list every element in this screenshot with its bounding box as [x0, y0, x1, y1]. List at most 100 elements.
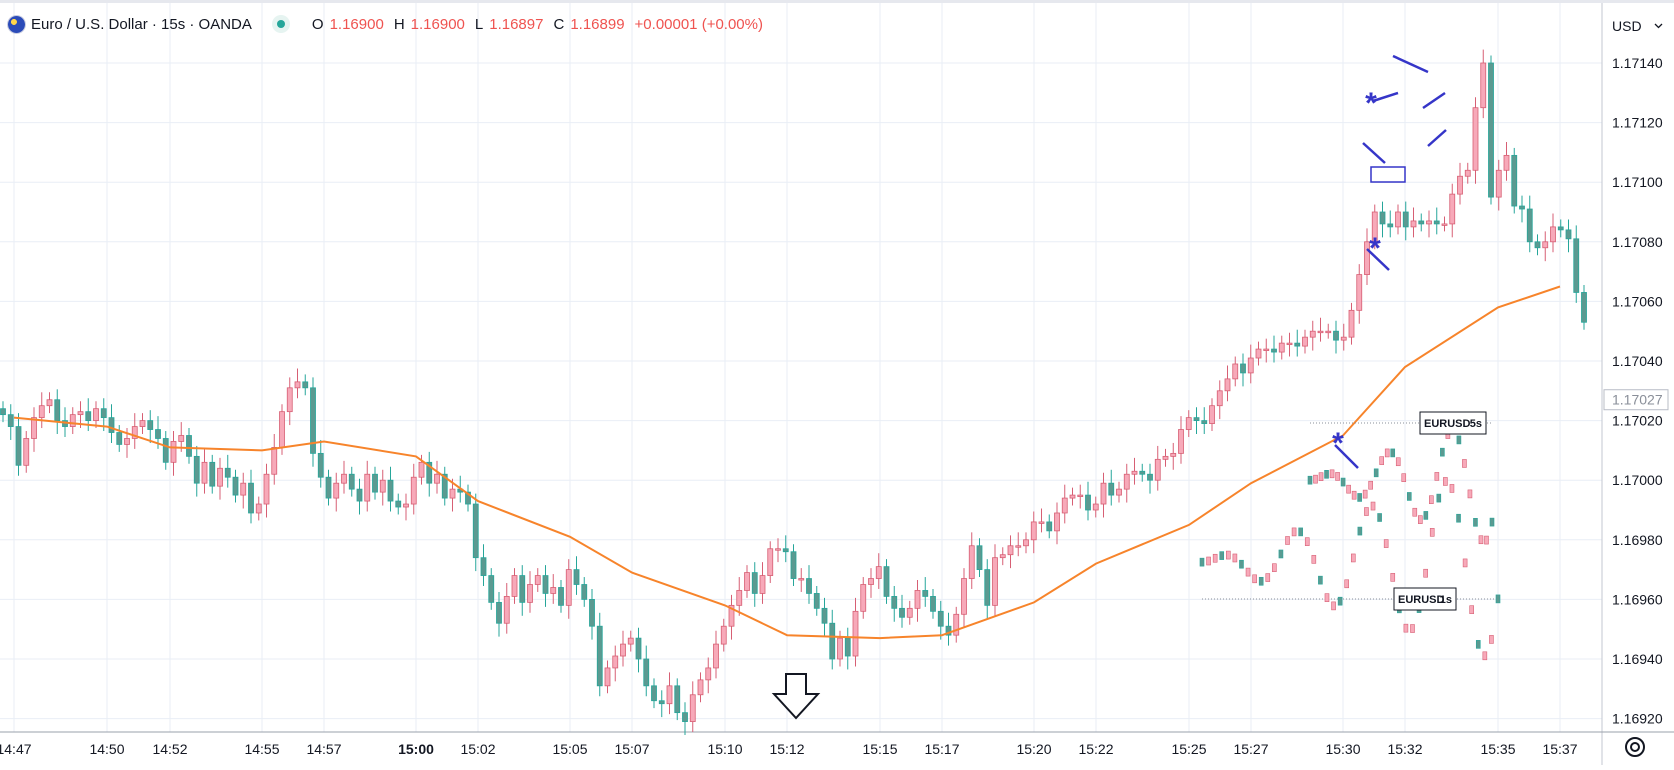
candle-up[interactable]: [1077, 494, 1084, 498]
candle-up[interactable]: [240, 482, 247, 496]
candle-up[interactable]: [1224, 378, 1231, 392]
candle-up[interactable]: [837, 637, 843, 660]
candle-down[interactable]: [674, 685, 681, 714]
candle-up[interactable]: [1395, 211, 1401, 228]
candle-up[interactable]: [860, 584, 867, 612]
candle-down[interactable]: [108, 417, 115, 433]
candle-down[interactable]: [751, 572, 758, 594]
candle-down[interactable]: [1085, 494, 1091, 511]
star-annotation[interactable]: *: [1365, 87, 1377, 120]
candle-up[interactable]: [1154, 458, 1161, 481]
trendline-annotation[interactable]: [1372, 91, 1399, 103]
candle-down[interactable]: [1573, 238, 1580, 293]
candle-down[interactable]: [573, 569, 580, 585]
candle-down[interactable]: [945, 625, 952, 636]
candle-down[interactable]: [596, 625, 603, 687]
candle-up[interactable]: [612, 655, 619, 669]
candle-down[interactable]: [1147, 473, 1153, 481]
candle-down[interactable]: [883, 566, 890, 597]
candle-down[interactable]: [1379, 211, 1386, 225]
currency-selector[interactable]: USD: [1612, 14, 1668, 38]
candle-down[interactable]: [922, 590, 929, 597]
candle-down[interactable]: [1387, 223, 1394, 228]
candle-up[interactable]: [1441, 223, 1448, 226]
candle-up[interactable]: [1116, 488, 1122, 496]
candle-down[interactable]: [1108, 482, 1115, 496]
candle-down[interactable]: [844, 637, 851, 657]
candle-up[interactable]: [1100, 482, 1107, 505]
candle-down[interactable]: [348, 473, 355, 490]
candle-down[interactable]: [1519, 205, 1525, 210]
candle-down[interactable]: [317, 452, 324, 478]
candle-up[interactable]: [697, 679, 704, 696]
candle-up[interactable]: [775, 548, 781, 551]
candle-up[interactable]: [93, 408, 99, 421]
candle-up[interactable]: [1464, 169, 1471, 177]
candle-up[interactable]: [201, 461, 208, 484]
candle-down[interactable]: [1433, 220, 1440, 225]
candle-down[interactable]: [302, 381, 309, 389]
candle-down[interactable]: [472, 503, 479, 559]
candle-down[interactable]: [1488, 62, 1494, 198]
candle-up[interactable]: [1317, 330, 1324, 334]
candle-up[interactable]: [69, 414, 76, 427]
rectangle-annotation[interactable]: [1370, 166, 1406, 183]
candle-up[interactable]: [759, 575, 766, 594]
candle-up[interactable]: [1054, 512, 1060, 532]
candle-down[interactable]: [232, 476, 239, 496]
candle-up[interactable]: [1209, 405, 1215, 424]
candle-up[interactable]: [38, 405, 45, 419]
candle-up[interactable]: [565, 569, 572, 606]
candle-down[interactable]: [7, 414, 14, 427]
candle-up[interactable]: [767, 548, 774, 576]
candle-up[interactable]: [1356, 274, 1363, 311]
candle-down[interactable]: [147, 420, 154, 430]
candle-up[interactable]: [1178, 429, 1184, 454]
up-arrow-icon[interactable]: [771, 673, 821, 720]
candle-up[interactable]: [1247, 357, 1254, 374]
candle-up[interactable]: [604, 667, 611, 687]
candle-down[interactable]: [480, 557, 487, 576]
candle-down[interactable]: [782, 548, 789, 553]
candle-up[interactable]: [333, 482, 340, 499]
candle-down[interactable]: [891, 596, 898, 609]
candle-down[interactable]: [193, 455, 200, 484]
trendline-annotation[interactable]: [1334, 444, 1359, 469]
candle-up[interactable]: [1449, 193, 1456, 225]
candle-up[interactable]: [992, 557, 998, 606]
candle-up[interactable]: [1472, 107, 1479, 171]
candle-down[interactable]: [1418, 220, 1425, 225]
candle-down[interactable]: [224, 467, 231, 478]
candle-up[interactable]: [1503, 154, 1510, 171]
candle-up[interactable]: [1480, 62, 1487, 109]
candle-down[interactable]: [1581, 292, 1587, 323]
candle-up[interactable]: [434, 473, 440, 484]
candle-down[interactable]: [162, 438, 169, 463]
candle-up[interactable]: [736, 590, 743, 606]
candle-down[interactable]: [558, 587, 564, 606]
candle-up[interactable]: [720, 625, 727, 645]
candle-down[interactable]: [1201, 420, 1208, 424]
candle-up[interactable]: [1278, 342, 1285, 353]
candle-down[interactable]: [1557, 226, 1564, 231]
candle-up[interactable]: [620, 643, 626, 657]
candle-up[interactable]: [341, 473, 347, 484]
candle-up[interactable]: [1038, 521, 1045, 524]
candle-up[interactable]: [1232, 363, 1239, 380]
candle-down[interactable]: [395, 500, 402, 508]
candle-up[interactable]: [410, 476, 417, 505]
candle-up[interactable]: [1007, 545, 1014, 556]
candle-down[interactable]: [372, 473, 378, 493]
candle-up[interactable]: [1426, 220, 1432, 225]
symbol-title[interactable]: Euro / U.S. Dollar · 15s · OANDA: [31, 15, 252, 33]
candle-up[interactable]: [953, 613, 960, 636]
candle-up[interactable]: [46, 399, 53, 407]
candle-up[interactable]: [534, 575, 541, 585]
candle-down[interactable]: [1240, 363, 1246, 374]
candle-down[interactable]: [937, 610, 944, 627]
candle-up[interactable]: [713, 643, 719, 669]
candle-down[interactable]: [488, 575, 495, 603]
candle-up[interactable]: [1286, 342, 1293, 346]
candle-down[interactable]: [930, 596, 936, 612]
candle-up[interactable]: [1325, 330, 1332, 334]
